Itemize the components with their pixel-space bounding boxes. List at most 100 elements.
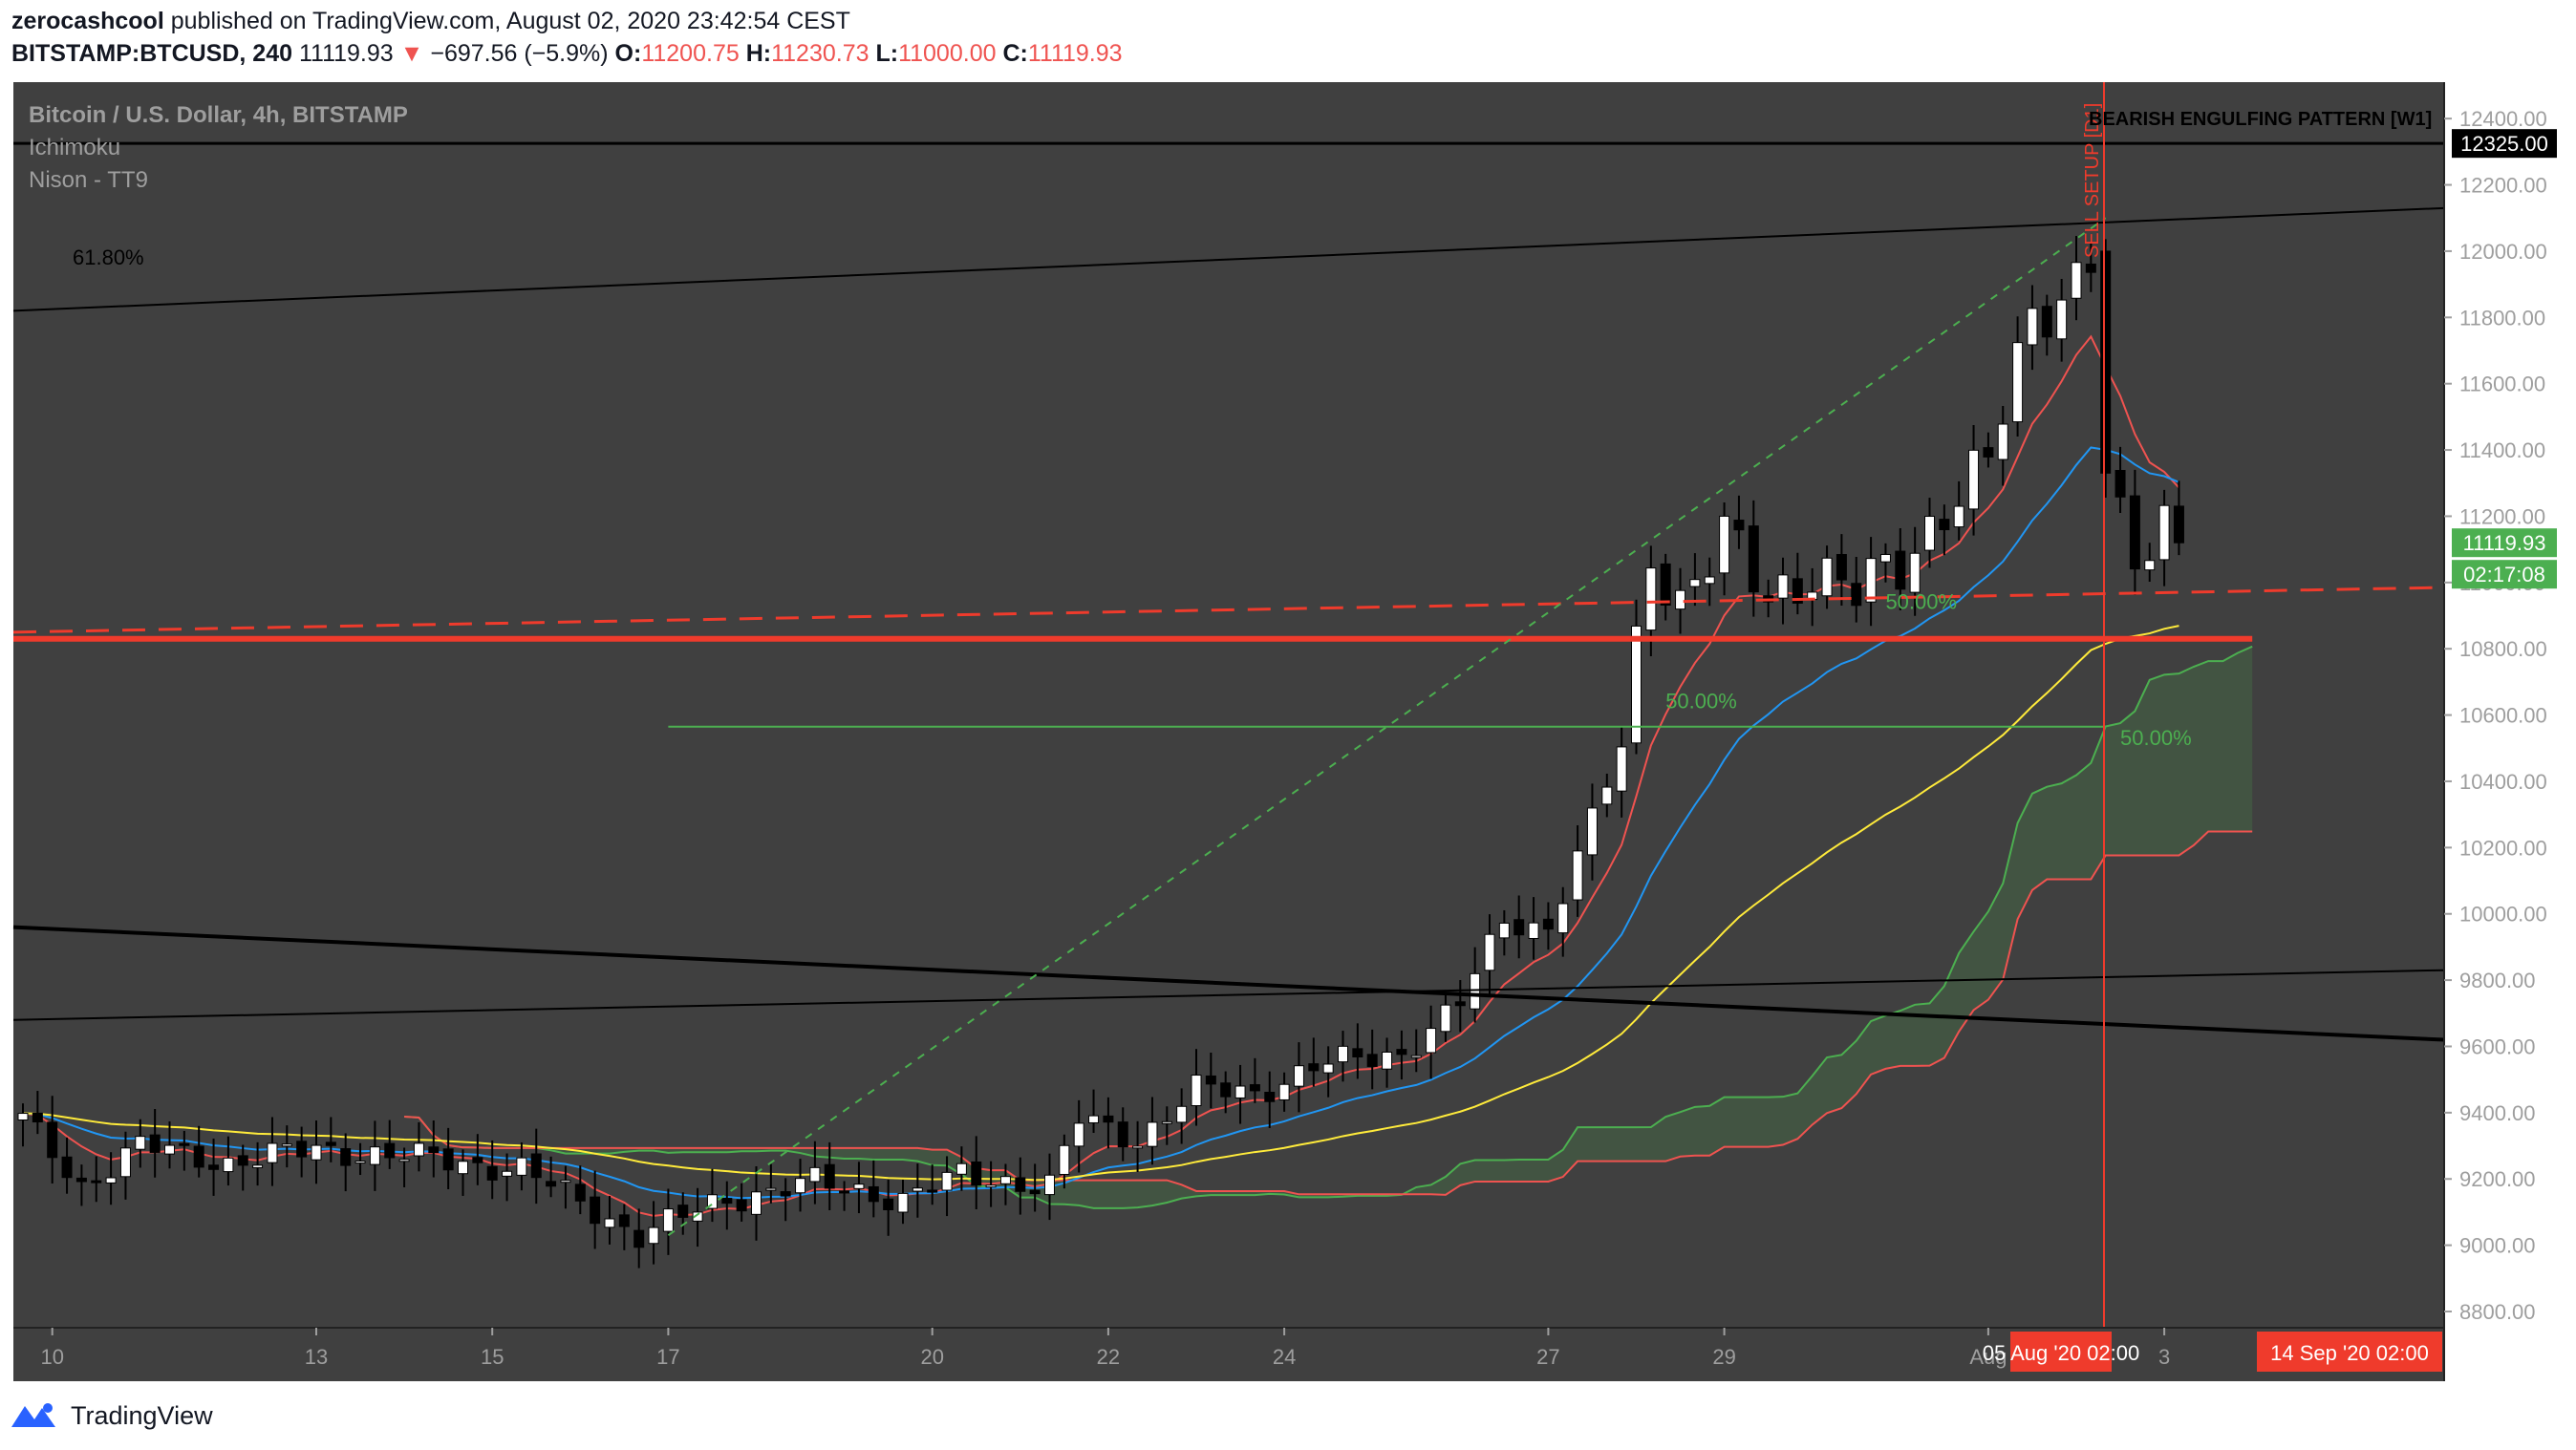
candle-body xyxy=(1293,1065,1304,1087)
candle-body xyxy=(1278,1083,1290,1100)
candles xyxy=(17,236,2184,1269)
ema-mid-line xyxy=(22,446,2179,1200)
candle-body xyxy=(1542,918,1554,930)
candle-body xyxy=(1352,1048,1363,1057)
candle-body xyxy=(1528,922,1539,939)
price-tick-label: 10800.00 xyxy=(2459,637,2547,661)
candle-body xyxy=(1264,1092,1276,1102)
candle-body xyxy=(1924,516,1935,551)
candle-body xyxy=(971,1161,982,1186)
candle-body xyxy=(1205,1075,1216,1085)
candle-body xyxy=(2114,470,2126,498)
candle-body xyxy=(223,1157,234,1173)
candle-body xyxy=(1719,515,1730,574)
candle-body xyxy=(1470,972,1481,1010)
low-value: 11000.00 xyxy=(898,40,997,67)
candle-body xyxy=(2041,306,2052,338)
price-tick-label: 11400.00 xyxy=(2459,438,2545,462)
fib-50-label: 50.00% xyxy=(1665,690,1737,714)
candle-body xyxy=(1513,919,1525,936)
candle-body xyxy=(706,1194,718,1209)
candle-body xyxy=(2027,308,2038,346)
candle-body xyxy=(354,1161,366,1164)
candle-body xyxy=(1117,1121,1128,1148)
candle-body xyxy=(824,1163,835,1189)
candle-body xyxy=(237,1155,248,1166)
candle-body xyxy=(2144,560,2156,571)
sell-setup-label: SELL SETUP [D1] xyxy=(2082,103,2103,258)
candle-body xyxy=(2100,250,2112,474)
candle-body xyxy=(472,1157,483,1163)
last-price-label: 11119.93 xyxy=(2463,531,2546,555)
time-tick-label: 13 xyxy=(305,1345,328,1369)
candle-body xyxy=(751,1191,762,1215)
candle-body xyxy=(574,1183,586,1202)
candle-body xyxy=(1426,1028,1437,1054)
cloud-span-a xyxy=(404,645,2253,1209)
candle-body xyxy=(502,1170,513,1177)
candle-body xyxy=(1147,1121,1158,1147)
candle-body xyxy=(927,1189,938,1193)
tradingview-brand[interactable]: TradingView xyxy=(71,1400,213,1430)
candle-body xyxy=(1777,574,1789,599)
resistance-price-label: 12325.00 xyxy=(2460,132,2548,156)
candle-body xyxy=(1249,1084,1260,1092)
candle-body xyxy=(853,1183,865,1189)
candle-body xyxy=(1660,563,1671,606)
price-tick-label: 9200.00 xyxy=(2459,1167,2536,1191)
ema-slow-line xyxy=(22,625,2179,1182)
candle-body xyxy=(868,1185,879,1203)
candle-body xyxy=(1645,567,1657,631)
candle-body xyxy=(604,1218,615,1228)
legend-nison[interactable]: Nison - TT9 xyxy=(29,167,148,193)
candle-body xyxy=(1191,1075,1202,1107)
candle-body xyxy=(296,1141,308,1158)
author-name[interactable]: zerocashcool xyxy=(11,8,164,34)
price-tick-label: 12400.00 xyxy=(2459,107,2547,131)
candle-body xyxy=(17,1113,29,1120)
ema-fast-line xyxy=(22,334,2180,1217)
candle-body xyxy=(458,1161,468,1175)
candle-body xyxy=(897,1192,909,1213)
candle-body xyxy=(105,1177,117,1183)
candle-body xyxy=(560,1180,571,1183)
candle-body xyxy=(164,1144,175,1155)
future-date-box xyxy=(2010,1332,2112,1372)
candle-body xyxy=(486,1165,498,1181)
candle-body xyxy=(1396,1049,1407,1056)
candle-body xyxy=(662,1208,674,1232)
candle-body xyxy=(2056,299,2068,340)
candle-body xyxy=(1572,850,1583,901)
candle-body xyxy=(1879,553,1891,563)
candle-body xyxy=(1015,1177,1026,1192)
countdown-label: 02:17:08 xyxy=(2463,563,2545,586)
price-tick-label: 10200.00 xyxy=(2459,836,2547,860)
candle-body xyxy=(912,1187,923,1192)
candle-body xyxy=(1792,578,1803,604)
candle-body xyxy=(325,1141,336,1146)
candle-body xyxy=(1601,786,1613,805)
fib-50-label: 50.00% xyxy=(1885,590,1957,614)
legend-title: Bitcoin / U.S. Dollar, 4h, BITSTAMP xyxy=(29,102,408,128)
time-tick-label: 20 xyxy=(920,1345,943,1369)
candle-body xyxy=(1997,423,2008,460)
price-tick-label: 9600.00 xyxy=(2459,1034,2536,1058)
candle-body xyxy=(1851,583,1862,607)
high-value: 11230.73 xyxy=(771,40,869,67)
legend-ichimoku[interactable]: Ichimoku xyxy=(29,135,120,160)
candle-body xyxy=(530,1153,542,1179)
price-tick-label: 12000.00 xyxy=(2459,240,2547,264)
candle-body xyxy=(1338,1045,1348,1063)
axes: 8800.00 9000.00 9200.00 9400.00 9600.00 9800.… xyxy=(13,82,2557,1381)
candle-body xyxy=(780,1191,791,1197)
candle-body xyxy=(2158,504,2170,561)
published-text: published on TradingView.com, August 02,… xyxy=(170,8,850,34)
tradingview-logo-icon[interactable] xyxy=(10,1397,63,1435)
candle-body xyxy=(1044,1174,1055,1196)
candle-body xyxy=(1440,1004,1451,1033)
candle-body xyxy=(633,1229,645,1248)
time-tick-label: Aug xyxy=(1969,1345,2007,1369)
candle-body xyxy=(2129,495,2140,570)
candle-body xyxy=(692,1211,703,1222)
